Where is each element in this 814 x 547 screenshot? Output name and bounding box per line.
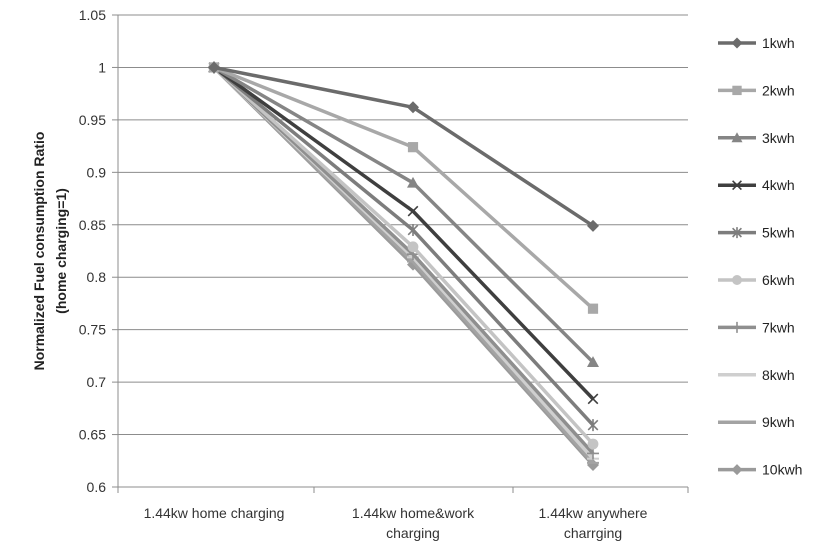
legend-label: 10kwh <box>762 462 802 478</box>
point-marker <box>587 356 599 367</box>
point-marker <box>407 241 419 253</box>
series-lines <box>208 61 599 471</box>
y-tick-label: 1.05 <box>79 7 106 23</box>
legend-item-5kwh: 5kwh <box>718 225 795 241</box>
point-marker <box>731 132 743 143</box>
y-tick-label: 0.7 <box>87 374 107 390</box>
x-tick-label: 1.44kw anywhere charrging <box>539 505 648 541</box>
legend-item-1kwh: 1kwh <box>718 35 795 51</box>
y-tick-label: 0.6 <box>87 479 107 495</box>
series-line <box>212 66 595 467</box>
series-5kwh <box>208 61 599 432</box>
legend-label: 7kwh <box>762 319 795 335</box>
legend-label: 8kwh <box>762 367 795 383</box>
series-10kwh <box>208 61 599 471</box>
point-marker <box>407 142 419 153</box>
series-1kwh <box>208 61 599 232</box>
gridlines <box>118 14 688 488</box>
x-tick-label: 1.44kw home charging <box>144 505 285 521</box>
legend-label: 6kwh <box>762 272 795 288</box>
legend-item-3kwh: 3kwh <box>718 130 795 146</box>
point-marker <box>407 101 419 114</box>
point-marker <box>731 464 743 476</box>
point-marker <box>732 85 742 96</box>
y-tick-label: 0.75 <box>79 322 106 338</box>
y-tick-label: 0.65 <box>79 427 106 443</box>
legend-label: 9kwh <box>762 414 795 430</box>
y-tick-label: 0.9 <box>87 164 107 180</box>
legend-item-7kwh: 7kwh <box>718 319 795 335</box>
point-marker <box>587 438 599 450</box>
point-marker <box>407 176 419 188</box>
legend-item-6kwh: 6kwh <box>718 272 795 288</box>
y-tick-label: 0.85 <box>79 217 106 233</box>
y-tick-label: 0.95 <box>79 112 106 128</box>
axes: 0.6 0.65 0.7 0.75 0.8 0.85 0.9 0.95 1 1.05 1.44kw … <box>79 7 689 541</box>
point-marker <box>587 303 599 314</box>
legend-label: 3kwh <box>762 130 795 146</box>
legend-label: 5kwh <box>762 225 795 241</box>
point-marker <box>208 61 220 74</box>
legend-label: 1kwh <box>762 35 795 51</box>
point-marker <box>732 227 742 239</box>
point-marker <box>731 321 743 333</box>
legend-item-10kwh: 10kwh <box>718 462 802 478</box>
point-marker <box>587 393 599 405</box>
y-tick-label: 1 <box>98 59 106 75</box>
legend-item-8kwh: 8kwh <box>718 367 795 383</box>
legend: 1kwh 2kwh 3kwh 4kwh 5kwh 6kwh 7kwh 8kwh 9kwh 10kw… <box>718 35 802 478</box>
legend-item-4kwh: 4kwh <box>718 177 795 193</box>
point-marker <box>587 447 599 460</box>
legend-item-9kwh: 9kwh <box>718 414 795 430</box>
point-marker <box>407 224 419 237</box>
point-marker <box>732 180 742 191</box>
point-marker <box>407 205 419 217</box>
y-tick-label: 0.8 <box>87 269 107 285</box>
legend-label: 2kwh <box>762 82 795 98</box>
legend-item-2kwh: 2kwh <box>718 82 795 98</box>
legend-label: 4kwh <box>762 177 795 193</box>
point-marker <box>587 219 599 232</box>
x-tick-label: 1.44kw home&work charging <box>352 505 475 541</box>
point-marker <box>731 37 743 49</box>
point-marker <box>587 419 599 432</box>
y-axis-title: Normalized Fuel consumption Ratio (home c… <box>31 132 69 371</box>
point-marker <box>732 275 742 285</box>
series-9kwh <box>208 66 599 465</box>
